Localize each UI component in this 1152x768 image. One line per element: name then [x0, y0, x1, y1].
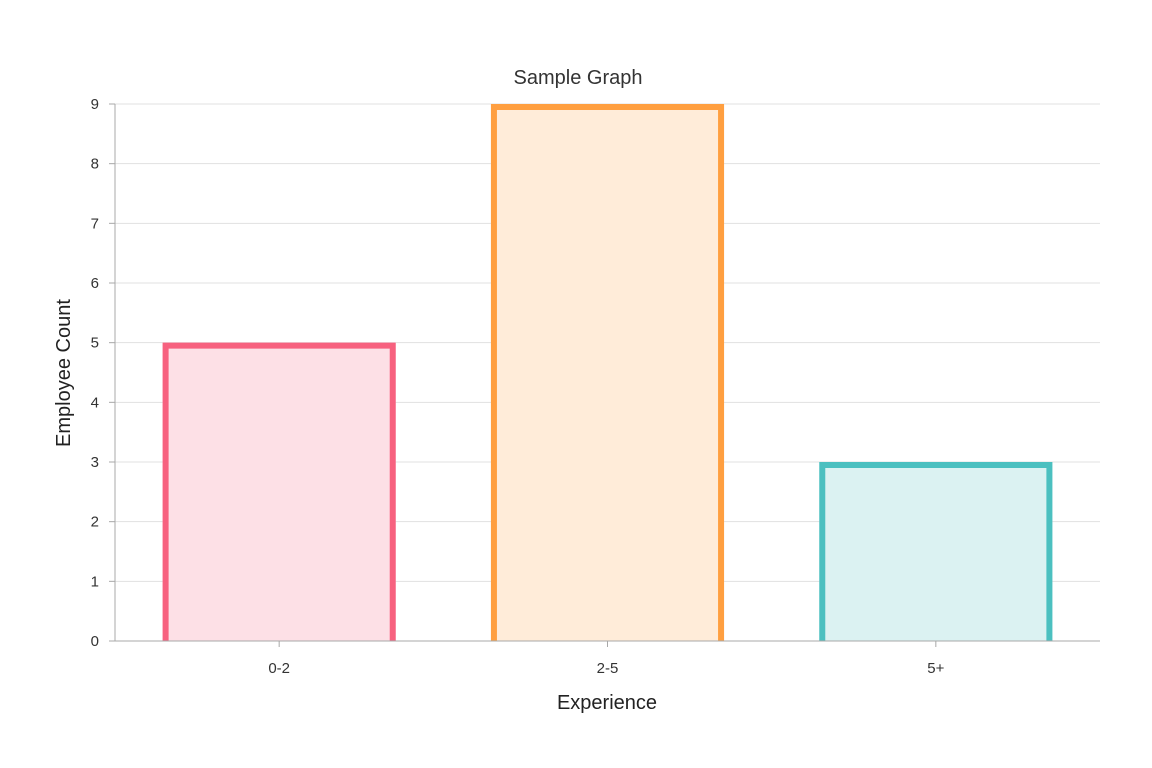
- x-axis-title: Experience: [557, 692, 657, 714]
- x-tick-label: 0-2: [268, 660, 290, 677]
- y-tick-label: 1: [91, 573, 99, 590]
- y-tick-label: 8: [91, 156, 99, 173]
- y-tick-label: 5: [91, 335, 99, 352]
- y-tick-label: 0: [91, 633, 99, 650]
- bar: [162, 342, 396, 641]
- bar: [819, 462, 1053, 641]
- y-tick-label: 6: [91, 275, 99, 292]
- bar: [490, 104, 725, 641]
- y-tick-label: 7: [91, 215, 99, 232]
- chart-title: Sample Graph: [514, 67, 643, 89]
- y-tick-label: 4: [91, 394, 99, 411]
- bar-fill: [162, 342, 396, 641]
- y-tick-label: 2: [91, 514, 99, 531]
- y-tick-label: 3: [91, 454, 99, 471]
- x-tick-labels: 0-2 2-5 5+: [268, 641, 945, 677]
- y-tick-labels: 0 1 2 3 4 5 6 7 8 9: [91, 96, 115, 650]
- x-tick-label: 2-5: [597, 660, 619, 677]
- bars: [162, 104, 1053, 641]
- bar-fill: [819, 462, 1053, 641]
- y-axis-title: Employee Count: [53, 299, 75, 447]
- bar-fill: [490, 104, 725, 641]
- y-tick-label: 9: [91, 96, 99, 113]
- x-tick-label: 5+: [927, 660, 944, 677]
